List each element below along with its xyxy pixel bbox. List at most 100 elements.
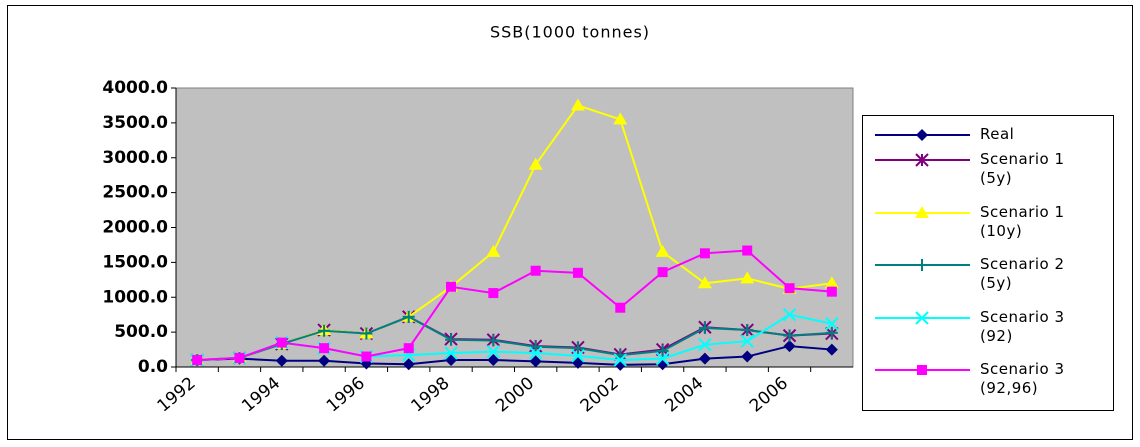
marker <box>528 157 543 170</box>
marker-stroke <box>486 344 501 359</box>
marker <box>824 276 839 289</box>
plot-area <box>175 87 854 368</box>
y-tick-label: 3500.0 <box>102 113 168 133</box>
marker <box>915 206 929 218</box>
marker-shape <box>783 340 796 353</box>
marker-shape <box>529 355 542 368</box>
marker <box>318 324 331 337</box>
marker <box>698 352 711 365</box>
marker-shape <box>697 276 712 289</box>
marker <box>613 112 628 125</box>
marker-shape <box>699 248 710 259</box>
marker-stroke <box>915 311 929 325</box>
marker <box>403 343 414 354</box>
marker-stroke <box>740 334 754 348</box>
marker <box>825 317 839 331</box>
marker <box>402 358 415 371</box>
y-tick-label: 3000.0 <box>102 148 168 168</box>
marker-shape <box>276 337 287 348</box>
marker-shape <box>572 267 583 278</box>
marker <box>917 365 927 375</box>
y-tick-label: 500.0 <box>114 322 168 342</box>
marker-stroke <box>613 353 627 367</box>
marker <box>613 353 627 367</box>
marker-shape <box>613 112 628 125</box>
marker <box>192 355 203 366</box>
marker-shape <box>361 351 372 362</box>
marker <box>318 354 331 367</box>
marker <box>826 286 837 297</box>
marker-shape <box>742 245 753 256</box>
marker-stroke <box>782 307 797 322</box>
legend-box <box>862 115 1114 411</box>
marker <box>783 329 796 342</box>
marker-stroke <box>825 317 839 331</box>
marker <box>655 351 670 366</box>
marker <box>445 333 458 346</box>
marker <box>572 267 583 278</box>
marker <box>699 248 710 259</box>
y-tick-label: 1000.0 <box>102 287 168 307</box>
marker <box>657 267 668 278</box>
marker-shape <box>917 365 927 375</box>
marker-shape <box>528 157 543 170</box>
marker <box>487 354 500 367</box>
legend-label: Real <box>980 125 1015 143</box>
marker <box>446 281 457 292</box>
marker <box>571 342 584 355</box>
marker <box>742 245 753 256</box>
y-tick-label: 4000.0 <box>102 78 168 98</box>
legend-label: Scenario 2 (5y) <box>980 255 1065 292</box>
marker-shape <box>915 206 929 218</box>
marker <box>915 311 929 325</box>
marker <box>487 334 500 347</box>
marker-shape <box>446 281 457 292</box>
marker-shape <box>741 350 754 363</box>
y-tick-label: 1500.0 <box>102 252 168 272</box>
marker <box>655 244 670 257</box>
marker <box>782 307 797 322</box>
series-line <box>197 315 832 362</box>
marker-stroke <box>571 349 585 363</box>
marker <box>697 276 712 289</box>
marker <box>698 321 711 334</box>
marker <box>656 344 669 357</box>
marker <box>486 244 501 257</box>
marker <box>488 288 499 299</box>
marker <box>740 334 754 348</box>
marker-stroke <box>655 351 670 366</box>
marker <box>916 259 928 271</box>
marker-shape <box>916 129 928 141</box>
y-tick-label: 2500.0 <box>102 183 168 203</box>
marker-shape <box>784 283 795 294</box>
marker-stroke <box>444 346 458 360</box>
marker-shape <box>655 244 670 257</box>
marker <box>915 153 929 167</box>
marker-shape <box>402 358 415 371</box>
marker <box>276 337 287 348</box>
legend-label: Scenario 1 (5y) <box>980 150 1065 187</box>
y-tick-label: 0.0 <box>138 357 168 377</box>
marker <box>916 129 928 141</box>
marker-shape <box>486 244 501 257</box>
legend-label: Scenario 3 (92,96) <box>980 360 1065 397</box>
marker <box>402 310 415 323</box>
marker <box>825 326 838 339</box>
marker <box>360 327 373 340</box>
chart-title: SSB(1000 tonnes) <box>490 23 650 42</box>
series-line <box>197 345 832 366</box>
marker <box>319 343 330 354</box>
marker-shape <box>740 271 755 284</box>
marker <box>275 354 288 367</box>
marker-stroke <box>698 337 712 352</box>
marker <box>740 271 755 284</box>
marker-shape <box>530 265 541 276</box>
marker-shape <box>825 343 838 356</box>
y-tick-label: 2000.0 <box>102 218 168 238</box>
legend-label: Scenario 1 (10y) <box>980 203 1065 240</box>
marker <box>825 343 838 356</box>
marker <box>444 346 458 360</box>
marker <box>698 337 712 352</box>
